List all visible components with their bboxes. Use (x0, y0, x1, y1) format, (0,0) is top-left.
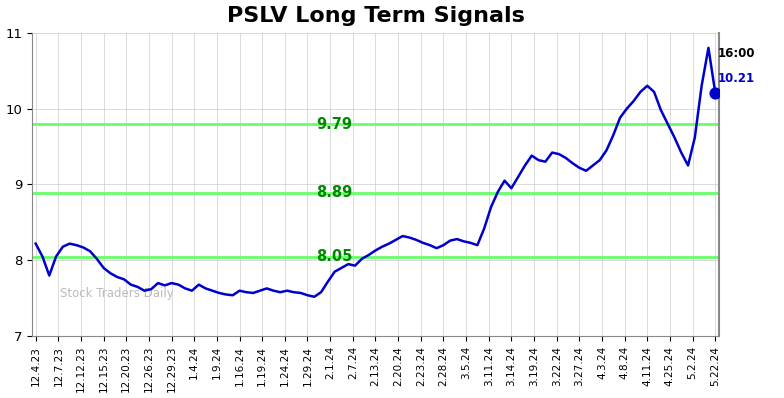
Point (709, 90, 721, 96)
Title: PSLV Long Term Signals: PSLV Long Term Signals (227, 6, 524, 25)
Text: 9.79: 9.79 (316, 117, 352, 132)
Text: 8.89: 8.89 (316, 185, 352, 200)
Text: 16:00: 16:00 (717, 47, 755, 60)
Text: Stock Traders Daily: Stock Traders Daily (60, 287, 173, 300)
Text: 8.05: 8.05 (316, 249, 353, 264)
Text: 10.21: 10.21 (717, 72, 754, 86)
